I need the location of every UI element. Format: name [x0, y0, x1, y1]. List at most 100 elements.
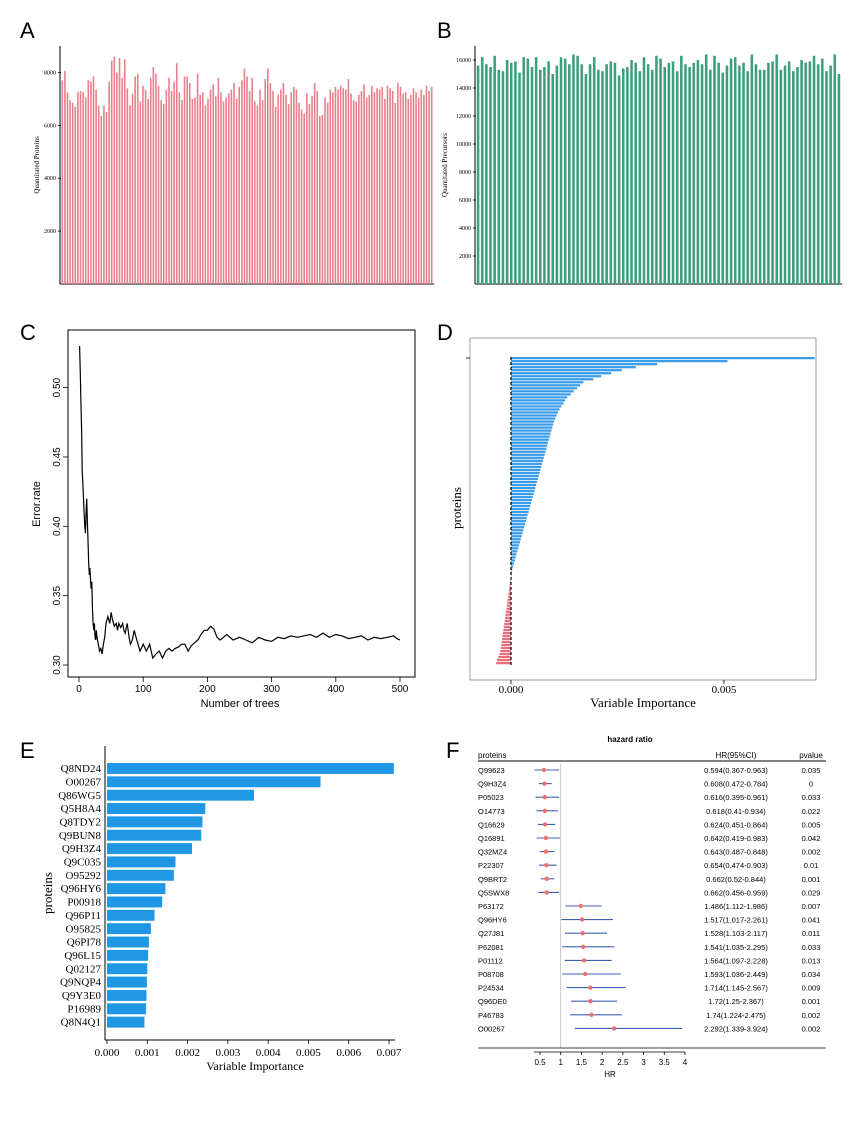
- panel-a-bar: [384, 98, 386, 284]
- panel-d-bar: [511, 483, 537, 487]
- panel-a-bar: [425, 85, 428, 284]
- panel-f-hr-point: [589, 1012, 594, 1017]
- panel-f-protein-label: Q5SWX8: [478, 888, 509, 897]
- panel-d-bar: [511, 366, 636, 369]
- panel-f-hr-point: [578, 903, 583, 909]
- panel-e-category-label: Q5H8A4: [61, 803, 102, 815]
- panel-b-bar: [837, 74, 841, 284]
- panel-a-bar: [306, 93, 308, 284]
- panel-a-bar: [186, 76, 188, 284]
- panel-f-protein-label: Q32MZ4: [478, 848, 507, 857]
- panel-b-bar: [580, 64, 584, 284]
- panel-a-bar: [222, 101, 225, 284]
- panel-b-bar: [808, 61, 812, 285]
- panel-d-bar: [511, 480, 537, 484]
- panel-d-bar: [511, 523, 526, 526]
- panel-b-bar: [663, 67, 667, 284]
- panel-d-bar: [511, 447, 547, 450]
- panel-f-hr-point: [580, 944, 586, 949]
- panel-a-bar: [319, 116, 321, 284]
- panel-a-bar: [350, 93, 352, 284]
- panel-e-category-label: Q9NQP4: [60, 977, 101, 989]
- panel-b-ytick-label: 8000: [459, 170, 471, 176]
- panel-d-bar: [511, 556, 516, 559]
- panel-d-bar: [500, 649, 511, 653]
- panel-b-bar: [605, 64, 608, 284]
- panel-a-bar: [126, 88, 129, 284]
- panel-d-bar: [496, 661, 511, 665]
- panel-f-hr-point: [543, 835, 549, 841]
- panel-b-bar: [547, 61, 550, 285]
- panel-d-variable-importance-all: proteins Variable Importance 0.000 0.005: [449, 337, 817, 710]
- panel-a-bar: [129, 105, 131, 284]
- panel-b-ytick-label: 16000: [456, 58, 471, 64]
- panel-b-bar: [779, 69, 783, 284]
- panel-f-xtick-label: 3.5: [659, 1058, 671, 1067]
- panel-a-bar: [339, 85, 342, 284]
- panel-a-bar: [352, 100, 355, 285]
- panel-e-bar: [107, 816, 203, 828]
- panel-b-bar: [650, 69, 654, 284]
- panel-f-hr-point: [541, 767, 547, 773]
- panel-a-bar: [417, 97, 420, 284]
- panel-f-header-pvalue: pvalue: [799, 751, 823, 760]
- panel-b-bar: [509, 62, 513, 284]
- panel-f-hr-point: [544, 876, 549, 881]
- panel-a-bar: [118, 57, 121, 285]
- panel-b-bar: [646, 64, 650, 284]
- panel-a-bar: [136, 73, 139, 285]
- panel-a-bar: [108, 81, 110, 284]
- panel-f-hr-ci-text: 0.618(0.41-0.934): [706, 807, 766, 816]
- panel-d-bar: [502, 637, 511, 641]
- panel-a-bar: [269, 83, 272, 285]
- panel-f-pvalue-text: 0.033: [802, 793, 821, 802]
- panel-d-bar: [511, 544, 520, 547]
- panel-e-bar: [107, 896, 163, 908]
- panel-b-bar: [783, 65, 787, 284]
- panel-f-xtick-label: 1.5: [576, 1058, 588, 1067]
- panel-f-pvalue-text: 0.002: [802, 1011, 821, 1020]
- panel-d-bar: [511, 420, 555, 423]
- panel-d-bar: [511, 441, 549, 444]
- panel-d-bar: [511, 498, 532, 502]
- panel-e-category-label: O95825: [66, 923, 102, 935]
- panel-d-bar: [511, 504, 531, 508]
- panel-b-bar: [613, 62, 617, 284]
- panel-b-bar: [592, 57, 596, 285]
- panel-d-bar: [511, 399, 566, 402]
- panel-e-xtick-label: 0.006: [336, 1047, 361, 1059]
- panel-b-bar: [626, 67, 629, 284]
- panel-b-bar: [588, 64, 592, 284]
- panel-a-bar: [199, 94, 201, 284]
- panel-d-bar: [511, 492, 534, 496]
- panel-b-bar: [584, 74, 588, 284]
- panel-b-bar: [775, 54, 778, 285]
- panel-a-bar: [298, 102, 300, 284]
- panel-b-bar: [684, 64, 687, 284]
- panel-f-hr-point: [542, 795, 547, 800]
- panel-f-pvalue-text: 0.011: [802, 929, 820, 938]
- panel-a-bar: [116, 72, 118, 284]
- panel-c-xlabel: Number of trees: [201, 698, 280, 710]
- panel-a-bar: [368, 94, 371, 284]
- panel-a-bar: [316, 90, 319, 285]
- panel-a-bar: [337, 89, 339, 284]
- panel-d-bar: [511, 550, 518, 553]
- panel-a-bar: [230, 89, 233, 284]
- panel-a-bar: [345, 89, 347, 284]
- panel-f-protein-label: O14773: [478, 807, 505, 816]
- panel-label-c: C: [20, 320, 36, 345]
- panel-b-bar: [758, 69, 762, 284]
- panel-a-bar: [243, 68, 246, 284]
- panel-a-bar: [160, 100, 162, 285]
- panel-label-b: B: [437, 18, 452, 43]
- panel-d-bar: [505, 610, 511, 613]
- panel-b-ytick-label: 2000: [459, 254, 471, 260]
- panel-a-bar: [64, 71, 66, 285]
- panel-b-bar: [787, 61, 791, 285]
- panel-a-bar: [181, 100, 183, 285]
- panel-a-bar: [404, 92, 407, 284]
- panel-a-bar: [123, 59, 126, 284]
- panel-a-bar: [178, 92, 181, 284]
- panel-a-bar: [207, 98, 209, 284]
